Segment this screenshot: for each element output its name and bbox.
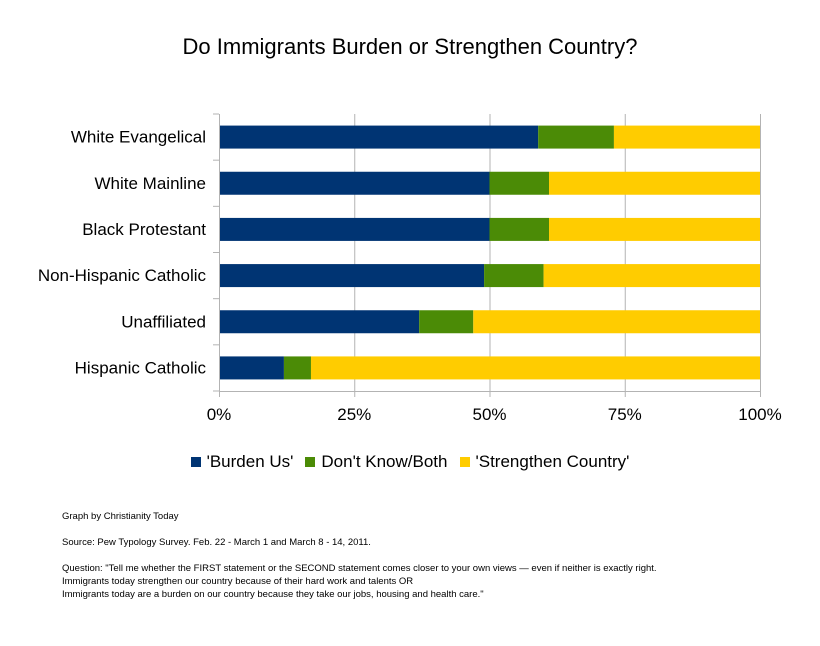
x-tick-label-0: 0% [207, 405, 232, 424]
legend-label-strengthen: 'Strengthen Country' [475, 452, 630, 471]
credit-note: Graph by Christianity Today [62, 511, 179, 522]
category-label-2: Black Protestant [82, 220, 206, 239]
chart-notes: Graph by Christianity Today Source: Pew … [62, 510, 657, 601]
x-tick-labels: 0% 25% 50% 75% 100% [207, 405, 782, 424]
chart-title: Do Immigrants Burden or Strengthen Count… [182, 34, 638, 59]
source-note: Source: Pew Typology Survey. Feb. 22 - M… [62, 537, 371, 548]
x-tick-label-1: 25% [337, 405, 371, 424]
category-label-4: Unaffiliated [121, 312, 206, 331]
x-tick-label-4: 100% [738, 405, 781, 424]
bar-strengthen-1 [549, 171, 760, 195]
legend-label-dont-know: Don't Know/Both [321, 452, 448, 471]
bar-dont-know-0 [538, 125, 614, 149]
bar-dont-know-5 [283, 356, 311, 380]
bar-strengthen-2 [549, 217, 760, 241]
bar-burden-4 [219, 310, 420, 334]
bar-burden-5 [219, 356, 284, 380]
gridlines [219, 114, 761, 397]
category-label-3: Non-Hispanic Catholic [38, 266, 207, 285]
bar-strengthen-4 [473, 310, 760, 334]
bar-strengthen-0 [613, 125, 760, 149]
legend-item-strengthen: 'Strengthen Country' [459, 452, 630, 472]
question-line-3: Immigrants today are a burden on our cou… [62, 589, 484, 600]
legend-item-burden: 'Burden Us' [190, 452, 294, 472]
bars [219, 125, 760, 380]
x-tick-label-3: 75% [608, 405, 642, 424]
category-label-0: White Evangelical [71, 128, 206, 147]
legend-swatch-strengthen [459, 457, 470, 467]
bar-burden-1 [219, 171, 490, 195]
legend-label-burden: 'Burden Us' [206, 452, 294, 471]
bar-dont-know-2 [489, 217, 550, 241]
legend-item-dont-know: Don't Know/Both [305, 452, 448, 472]
bar-dont-know-1 [489, 171, 550, 195]
question-line-2: Immigrants today strengthen our country … [62, 576, 414, 587]
category-label-1: White Mainline [95, 174, 207, 193]
legend-swatch-dont-know [305, 457, 316, 467]
bar-burden-2 [219, 217, 490, 241]
bar-dont-know-3 [484, 264, 544, 288]
x-tick-label-2: 50% [472, 405, 506, 424]
legend-swatch-burden [190, 457, 201, 467]
question-line-1: Question: "Tell me whether the FIRST sta… [62, 563, 657, 574]
bar-dont-know-4 [419, 310, 474, 334]
category-labels: White Evangelical White Mainline Black Pro… [38, 128, 207, 378]
category-label-5: Hispanic Catholic [75, 358, 207, 377]
bar-burden-0 [219, 125, 539, 149]
legend: 'Burden Us' Don't Know/Both 'Strengthen … [0, 452, 820, 472]
bar-strengthen-3 [543, 264, 760, 288]
bar-strengthen-5 [310, 356, 760, 380]
axes [213, 113, 760, 392]
bar-burden-3 [219, 264, 485, 288]
